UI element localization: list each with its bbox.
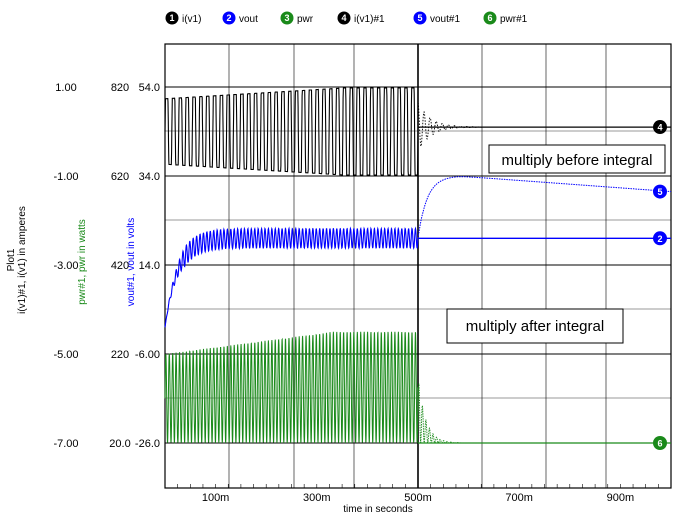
x-tick-label: 900m (607, 492, 635, 504)
legend-label: pwr (297, 14, 314, 25)
legend-marker-number: 4 (341, 13, 346, 23)
y-tick-label-watts: 20.0 (109, 438, 130, 450)
annotation-box (446, 308, 624, 344)
legend-marker-number: 6 (487, 13, 492, 23)
y-tick-label-volts: -6.00 (135, 349, 160, 361)
end-marker-number: 2 (657, 234, 662, 244)
end-marker-number: 5 (657, 187, 662, 197)
legend-item-pwr#1: 6 pwr#1 (483, 11, 528, 25)
end-marker-circle (653, 231, 667, 246)
series-line-pwr-1 (417, 383, 671, 444)
series-end-marker-i(v1)#1: 4 (653, 120, 667, 135)
y-tick-label-amps: -7.00 (53, 438, 78, 450)
legend-marker (280, 11, 294, 25)
legend-item-i(v1): 1 i(v1) (165, 11, 201, 25)
legend-marker-number: 1 (169, 13, 174, 23)
legend-marker (165, 11, 179, 25)
series-line-i-v1-1 (417, 102, 671, 148)
y-axis-label-line: pwr#1, pwr in watts (77, 219, 88, 305)
y-axis-label-volts: vout#1, vout in volts (126, 218, 137, 306)
legend-label: i(v1)#1 (354, 14, 385, 25)
y-tick-label-volts: 54.0 (139, 82, 160, 94)
y-tick-label-amps: -3.00 (53, 260, 78, 272)
x-tick-label: 700m (505, 492, 533, 504)
legend-marker (337, 11, 351, 25)
legend-item-pwr: 3 pwr (280, 11, 314, 25)
annotation-text: multiply after integral (466, 318, 604, 335)
y-tick-label-amps: -1.00 (53, 171, 78, 183)
legend-marker (222, 11, 236, 25)
y-tick-label-volts: -26.0 (135, 438, 160, 450)
legend-marker-number: 2 (226, 13, 231, 23)
y-tick-label-amps: 1.00 (55, 82, 76, 94)
end-marker-number: 4 (657, 123, 662, 133)
x-axis-label: time in seconds (343, 504, 412, 514)
legend-item-i(v1)#1: 4 i(v1)#1 (337, 11, 385, 25)
y-tick-label-amps: -5.00 (53, 349, 78, 361)
legend-marker-number: 5 (417, 13, 422, 23)
series-line-pwr (164, 331, 419, 444)
legend-marker-number: 3 (284, 13, 289, 23)
y-tick-label-watts: 620 (111, 171, 129, 183)
y-tick-label-watts: 820 (111, 82, 129, 94)
legend-label: pwr#1 (500, 14, 528, 25)
series-end-marker-vout: 2 (653, 231, 667, 246)
legend-item-vout#1: 5 vout#1 (413, 11, 460, 25)
x-tick-label: 100m (202, 492, 230, 504)
y-tick-label-watts: 420 (111, 260, 129, 272)
legend-marker (483, 11, 497, 25)
y-tick-label-watts: 220 (111, 349, 129, 361)
y-axis-label-line: Plot1 (6, 248, 17, 271)
annotation-box (488, 144, 666, 174)
legend-marker (413, 11, 427, 25)
y-axis-label-line: vout#1, vout in volts (126, 218, 137, 306)
annotation-text: multiply before integral (502, 152, 653, 169)
y-axis-label-amps: Plot1 i(v1)#1, i(v1) in amperes (6, 206, 28, 314)
series-line-vout-1 (417, 176, 672, 239)
legend-label: i(v1) (182, 14, 201, 25)
series-end-marker-vout#1: 5 (653, 184, 667, 199)
series-line-i-v1 (164, 87, 419, 176)
annotation-multiply-before-integral: multiply before integral (488, 144, 666, 174)
end-marker-circle (653, 120, 667, 135)
series-line-vout (164, 226, 419, 328)
legend-label: vout (239, 14, 258, 25)
end-marker-circle (653, 436, 667, 450)
end-marker-circle (653, 184, 667, 199)
legend-item-vout: 2 vout (222, 11, 258, 25)
y-axis-label-watts: pwr#1, pwr in watts (77, 219, 88, 305)
x-tick-label: 300m (303, 492, 331, 504)
x-tick-label: 500m (404, 492, 432, 504)
annotation-multiply-after-integral: multiply after integral (446, 308, 624, 344)
legend-label: vout#1 (430, 14, 460, 25)
end-marker-number: 6 (657, 439, 662, 449)
y-axis-label-line: i(v1)#1, i(v1) in amperes (17, 206, 28, 314)
series-end-marker-pwr#1: 6 (653, 436, 667, 450)
y-tick-label-volts: 14.0 (139, 260, 160, 272)
y-tick-label-volts: 34.0 (139, 171, 160, 183)
